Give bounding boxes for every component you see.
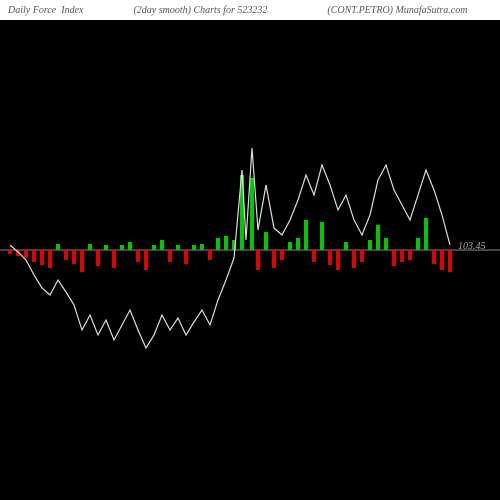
force-bar — [200, 244, 204, 250]
force-bar — [192, 245, 196, 250]
force-bar — [416, 238, 420, 250]
force-bar — [440, 250, 444, 270]
force-bar — [304, 220, 308, 250]
force-bar — [136, 250, 140, 262]
force-bar — [400, 250, 404, 262]
chart-area: 103.45 — [0, 20, 500, 480]
force-bar — [216, 238, 220, 250]
force-bar — [144, 250, 148, 270]
force-bar — [344, 242, 348, 250]
force-bar — [8, 250, 12, 254]
force-bar — [208, 250, 212, 260]
chart-header: Daily Force Index (2day smooth) Charts f… — [0, 0, 500, 20]
force-bar — [160, 240, 164, 250]
force-bar — [448, 250, 452, 272]
chart-svg: 103.45 — [0, 20, 500, 480]
force-bar — [64, 250, 68, 260]
force-bar — [424, 218, 428, 250]
force-bar — [360, 250, 364, 262]
force-bar — [250, 178, 254, 250]
force-bar — [296, 238, 300, 250]
title-1: Daily Force — [8, 5, 56, 16]
force-bar — [80, 250, 84, 272]
force-bar — [280, 250, 284, 260]
force-bar — [256, 250, 260, 270]
force-bar — [32, 250, 36, 262]
force-bar — [384, 238, 388, 250]
force-bar — [40, 250, 44, 265]
force-bar — [176, 245, 180, 250]
force-bar — [264, 232, 268, 250]
force-bar — [328, 250, 332, 265]
force-bar — [336, 250, 340, 270]
force-bar — [184, 250, 188, 264]
force-bar — [288, 242, 292, 250]
force-bar — [432, 250, 436, 264]
force-bar — [352, 250, 356, 268]
chart-container: Daily Force Index (2day smooth) Charts f… — [0, 0, 500, 500]
force-bar — [72, 250, 76, 264]
force-bar — [104, 245, 108, 250]
force-bar — [368, 240, 372, 250]
force-bar — [96, 250, 100, 266]
force-bar — [88, 244, 92, 250]
subtitle: (2day smooth) Charts for 523232 — [133, 5, 267, 16]
force-bar — [376, 225, 380, 250]
force-bar — [128, 242, 132, 250]
force-bar — [224, 236, 228, 250]
force-bar — [112, 250, 116, 268]
force-bar — [152, 245, 156, 250]
force-bar — [56, 244, 60, 250]
force-bar — [168, 250, 172, 262]
force-bar — [48, 250, 52, 268]
value-label: 103.45 — [458, 241, 486, 252]
force-bar — [320, 222, 324, 250]
title-2: Index — [61, 5, 83, 16]
force-bar — [120, 245, 124, 250]
force-bar — [312, 250, 316, 262]
ticker: (CONT.PETRO) MunafaSutra.com — [327, 5, 467, 16]
force-bar — [392, 250, 396, 266]
force-bar — [24, 250, 28, 258]
force-bar — [408, 250, 412, 260]
force-bar — [272, 250, 276, 268]
